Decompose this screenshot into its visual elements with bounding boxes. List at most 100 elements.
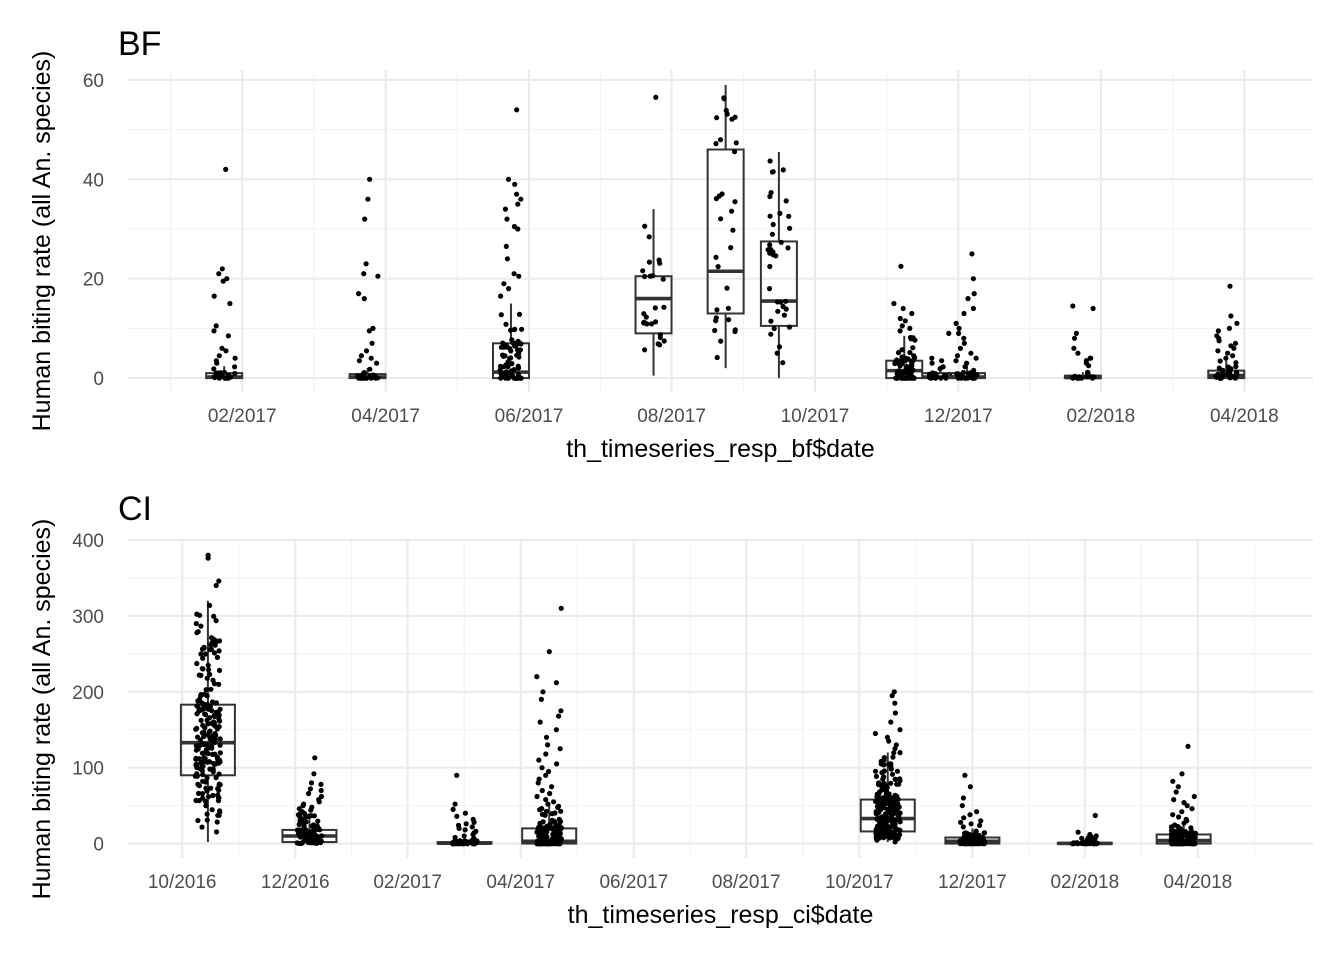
data-point [514, 191, 520, 197]
data-point [1232, 340, 1239, 346]
data-point [194, 660, 200, 667]
data-point [878, 758, 884, 765]
data-point [452, 839, 458, 845]
data-point [552, 841, 558, 847]
point-group [891, 263, 918, 381]
data-point [880, 795, 886, 801]
data-point [729, 208, 735, 214]
data-point [786, 324, 793, 330]
data-point [893, 808, 899, 814]
data-point [198, 623, 204, 629]
data-point [213, 709, 219, 715]
data-point [1081, 840, 1087, 846]
data-point [885, 799, 891, 805]
data-point [897, 819, 903, 825]
data-point [317, 827, 323, 833]
data-point [1075, 829, 1081, 835]
data-point [215, 786, 221, 792]
data-point [723, 107, 729, 114]
data-point [1071, 335, 1078, 341]
data-point [311, 829, 317, 835]
data-point [786, 213, 792, 219]
data-point [713, 315, 719, 321]
data-point [1226, 325, 1232, 331]
data-point [193, 743, 199, 749]
data-point [1233, 360, 1239, 366]
data-point [215, 792, 221, 798]
data-point [773, 253, 779, 259]
data-point [929, 355, 935, 361]
data-point [214, 654, 220, 661]
data-point [498, 375, 504, 381]
data-point [661, 338, 667, 344]
data-point [454, 813, 460, 819]
data-point [454, 772, 460, 778]
data-point [717, 137, 724, 143]
data-point [730, 227, 736, 233]
data-point [1179, 809, 1185, 815]
data-point [1088, 355, 1094, 361]
data-point [517, 340, 523, 346]
data-point [957, 841, 964, 847]
data-point [362, 216, 368, 222]
data-point [1088, 374, 1095, 380]
data-point [219, 266, 225, 272]
data-point [375, 375, 381, 381]
data-point [778, 299, 784, 305]
data-point [1191, 793, 1197, 800]
data-point [960, 369, 967, 376]
data-point [514, 107, 520, 113]
data-point [205, 794, 212, 800]
data-point [888, 780, 894, 786]
x-tick-label: 04/2017 [351, 406, 420, 427]
x-axis-label: th_timeseries_resp_ci$date [568, 901, 874, 929]
data-point [970, 305, 977, 312]
data-point [207, 715, 213, 721]
data-point [222, 375, 228, 381]
data-point [1189, 806, 1195, 812]
data-point [962, 364, 968, 370]
data-point [1177, 825, 1183, 831]
data-point [1219, 374, 1225, 380]
data-point [545, 801, 551, 807]
data-point [509, 373, 515, 379]
data-point [1176, 814, 1182, 820]
data-point [543, 734, 550, 740]
data-point [498, 293, 504, 299]
data-point [642, 273, 648, 280]
data-point [1170, 778, 1176, 784]
data-point [942, 373, 948, 379]
data-point [367, 366, 373, 372]
data-point [640, 268, 646, 274]
data-point [778, 239, 784, 245]
data-point [456, 825, 462, 832]
data-point [780, 167, 786, 173]
data-point [908, 369, 915, 375]
data-point [543, 772, 549, 778]
data-point [897, 315, 903, 322]
data-point [204, 811, 210, 817]
data-point [769, 169, 776, 175]
data-point [648, 321, 655, 327]
data-point [895, 368, 901, 375]
data-point [768, 190, 774, 196]
data-point [208, 785, 214, 791]
data-point [911, 353, 917, 359]
data-point [889, 693, 895, 699]
data-point [213, 618, 219, 624]
data-point [1216, 365, 1222, 371]
data-point [223, 348, 229, 354]
x-tick-label: 02/2017 [373, 872, 442, 893]
data-point [641, 319, 647, 325]
data-point [300, 803, 306, 809]
point-group [497, 107, 525, 381]
data-point [208, 738, 214, 744]
data-point [556, 713, 562, 719]
data-point [1234, 320, 1240, 326]
data-point [726, 317, 732, 323]
data-point [369, 375, 375, 381]
x-tick-label: 10/2017 [781, 406, 850, 427]
data-point [939, 358, 945, 364]
y-tick-label: 400 [72, 531, 104, 552]
